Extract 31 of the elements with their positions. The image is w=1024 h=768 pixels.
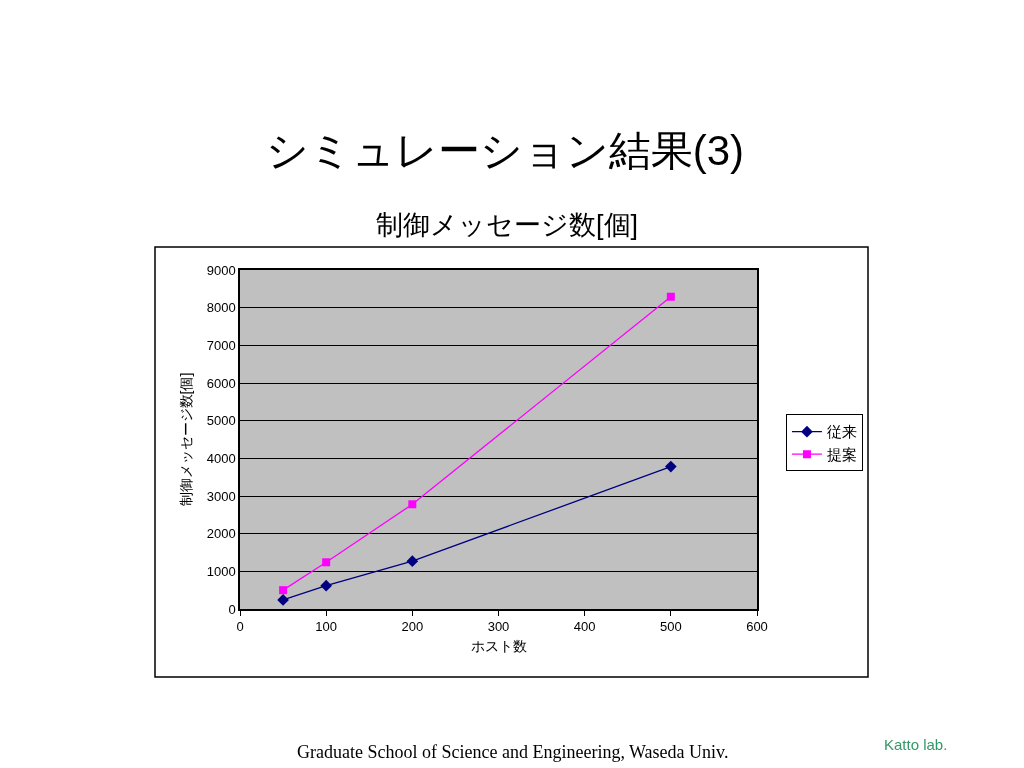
- point: [320, 579, 333, 592]
- point: [322, 558, 331, 567]
- chart-title: シミュレーション結果(3): [265, 126, 744, 174]
- y-tick-label: 6000: [206, 375, 236, 391]
- y-tick-label: 2000: [206, 526, 236, 542]
- y-axis-title: 制御メッセージ数[個]: [177, 372, 194, 507]
- y-tick-label: 4000: [206, 450, 236, 466]
- x-tick-label: 300: [487, 619, 510, 635]
- legend-label: 提案: [826, 445, 857, 463]
- legend-label: 従来: [826, 423, 857, 441]
- y-tick-label: 0: [228, 601, 236, 617]
- x-axis-title: ホスト数: [470, 638, 527, 655]
- point: [666, 292, 675, 301]
- text: Katto lab.: [884, 736, 948, 753]
- chart-subtitle: 制御メッセージ数[個]: [376, 210, 639, 240]
- y-tick-label: 1000: [206, 563, 236, 579]
- y-tick-label: 3000: [206, 488, 236, 504]
- x-tick-label: 100: [315, 619, 338, 635]
- text: Graduate School of Science and Engineering, Waseda Univ.: [297, 742, 729, 762]
- y-tick-label: 9000: [206, 262, 236, 278]
- point: [664, 460, 677, 473]
- y-tick-label: 8000: [206, 300, 236, 316]
- point: [408, 500, 417, 509]
- point: [406, 555, 419, 568]
- x-tick-label: 500: [659, 619, 682, 635]
- y-tick-label: 7000: [206, 337, 236, 353]
- x-tick-label: 200: [401, 619, 424, 635]
- y-tick-label: 5000: [206, 413, 236, 429]
- point: [279, 586, 288, 595]
- x-tick-label: 400: [573, 619, 596, 635]
- x-tick-label: 600: [746, 619, 768, 635]
